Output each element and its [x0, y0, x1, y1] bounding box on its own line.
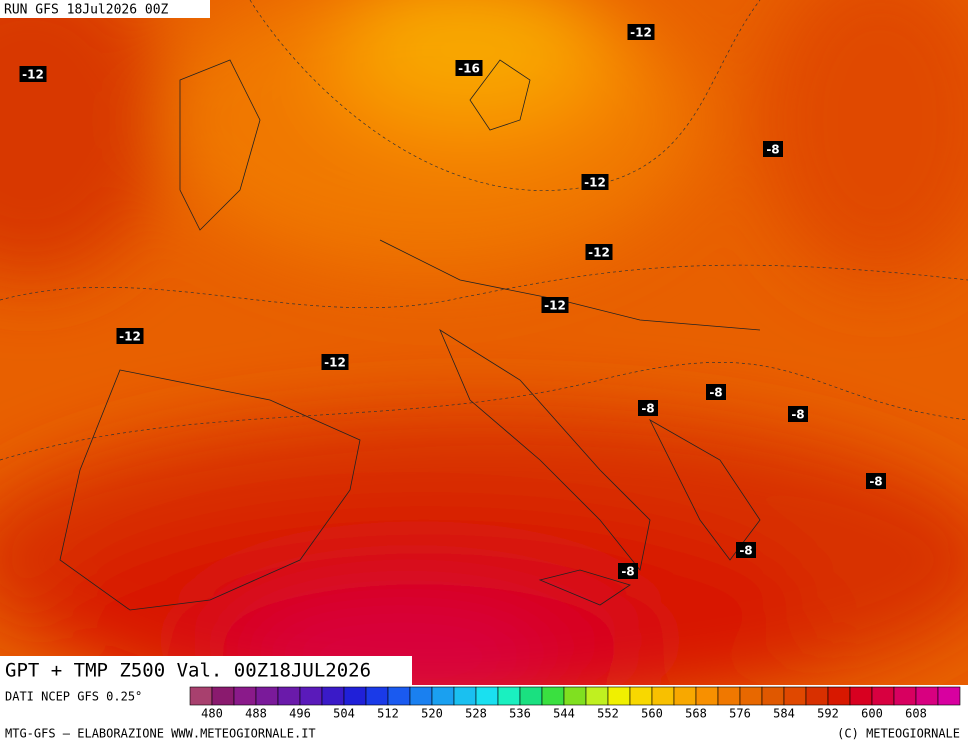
label-box — [116, 328, 144, 344]
label-box — [706, 384, 726, 400]
colorbar-label: 552 — [597, 707, 619, 721]
colorbar-label: 520 — [421, 707, 443, 721]
label-box — [638, 400, 658, 416]
run-label: RUN GFS 18Jul2026 00Z — [4, 3, 169, 18]
colorbar-label: 528 — [465, 707, 487, 721]
colorbar-swatch — [651, 686, 675, 706]
isotherms — [0, 0, 968, 461]
colorbar-swatch — [299, 686, 323, 706]
isotherm-label: -8 — [621, 565, 634, 579]
label-box — [541, 297, 569, 313]
colorbar-swatch — [871, 686, 895, 706]
colorbar-label: 504 — [333, 707, 355, 721]
colorbar-swatch — [783, 686, 807, 706]
isotherm-label: -12 — [630, 26, 652, 40]
colorbar-swatch — [519, 686, 543, 706]
colorbar-swatch — [717, 686, 741, 706]
label-box — [788, 406, 808, 422]
colorbar-label: 544 — [553, 707, 575, 721]
isotherm-label: -8 — [709, 386, 722, 400]
colorbar-swatch — [475, 686, 499, 706]
colorbar-swatch — [255, 686, 279, 706]
colorbar-swatch — [497, 686, 521, 706]
isotherm-label: -8 — [766, 143, 779, 157]
colorbar-label: 608 — [905, 707, 927, 721]
colorbar-swatch — [365, 686, 389, 706]
colorbar-label: 512 — [377, 707, 399, 721]
colorbar-swatch — [541, 686, 565, 706]
isotherm-label: -12 — [588, 246, 610, 260]
colorbar-label: 488 — [245, 707, 267, 721]
colorbar-label: 536 — [509, 707, 531, 721]
isotherm-label: -12 — [544, 299, 566, 313]
colorbar-swatch — [563, 686, 587, 706]
colorbar-swatch — [893, 686, 917, 706]
label-box — [763, 141, 783, 157]
colorbar-swatch — [739, 686, 763, 706]
label-box — [455, 60, 483, 76]
isotherm-label: -16 — [458, 62, 480, 76]
isotherm-label: -8 — [739, 544, 752, 558]
colorbar: 480 488 496 504 512 520 528 536 544 552 560 568 576 5… — [189, 686, 961, 721]
isotherm-label: -8 — [641, 402, 654, 416]
label-box — [736, 542, 756, 558]
colorbar-swatch — [211, 686, 235, 706]
colorbar-swatch — [585, 686, 609, 706]
colorbar-swatch — [805, 686, 829, 706]
label-box — [627, 24, 655, 40]
isotherm-label: -12 — [119, 330, 141, 344]
map-field: -12 -12 -16 -8 -12 -12 -12 -12 -12 -8 -8 -8 -8 -8 -8 — [0, 0, 968, 685]
colorbar-label: 496 — [289, 707, 311, 721]
colorbar-swatch — [409, 686, 433, 706]
isotherm-label: -8 — [791, 408, 804, 422]
colorbar-label: 584 — [773, 707, 795, 721]
colorbar-swatch — [387, 686, 411, 706]
isotherm-label: -8 — [869, 475, 882, 489]
label-box — [321, 354, 349, 370]
colorbar-label: 592 — [817, 707, 839, 721]
map-title: GPT + TMP Z500 Val. 00Z18JUL2026 — [5, 660, 371, 682]
colorbar-label: 600 — [861, 707, 883, 721]
colorbar-label: 480 — [201, 707, 223, 721]
colorbar-label: 568 — [685, 707, 707, 721]
label-box — [585, 244, 613, 260]
colorbar-swatch — [233, 686, 257, 706]
isotherm-label: -12 — [584, 176, 606, 190]
colorbar-swatch — [607, 686, 631, 706]
isotherm-label: -12 — [22, 68, 44, 82]
source-text: DATI NCEP GFS 0.25° — [5, 690, 142, 704]
colorbar-label: 576 — [729, 707, 751, 721]
colorbar-swatch — [431, 686, 455, 706]
colorbar-swatch — [321, 686, 345, 706]
label-box — [581, 174, 609, 190]
title-box — [0, 656, 412, 685]
colorbar-swatch — [695, 686, 719, 706]
colorbar-swatch — [189, 686, 213, 706]
colorbar-swatch — [849, 686, 873, 706]
credit-text: MTG-GFS — ELABORAZIONE WWW.METEOGIORNALE… — [5, 727, 316, 741]
colorbar-swatch — [343, 686, 367, 706]
colorbar-swatch — [761, 686, 785, 706]
isotherm-label: -12 — [324, 356, 346, 370]
label-box — [19, 66, 47, 82]
colorbar-swatch — [453, 686, 477, 706]
colorbar-swatch — [673, 686, 697, 706]
colorbar-label: 560 — [641, 707, 663, 721]
colorbar-swatch — [277, 686, 301, 706]
run-box — [0, 0, 210, 18]
colorbar-swatch — [827, 686, 851, 706]
colorbar-swatch — [915, 686, 939, 706]
label-box — [866, 473, 886, 489]
copyright-text: (C) METEOGIORNALE — [837, 727, 960, 741]
colorbar-swatch — [937, 686, 961, 706]
label-box — [618, 563, 638, 579]
colorbar-swatch — [629, 686, 653, 706]
